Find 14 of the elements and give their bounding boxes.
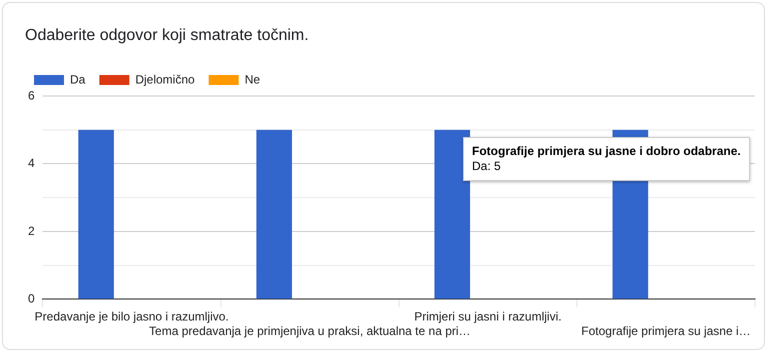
x-tick-label: Primjeri su jasni i razumljivi. — [414, 310, 562, 324]
annotation: Da: 5 — [472, 159, 502, 174]
x-tick-label: Tema predavanja je primjenjiva u praksi, aktualna te na pri… — [149, 324, 471, 338]
legend-label: Djelomično — [135, 72, 196, 86]
y-tick-label: 2 — [28, 224, 35, 238]
legend-label: Da — [70, 72, 86, 86]
x-tick-label: Fotografije primjera su jasne i… — [581, 324, 751, 338]
y-tick-label: 4 — [28, 156, 35, 170]
legend-label: Ne — [244, 72, 260, 86]
x-tick-label: Predavanje je bilo jasno i razumljivo. — [34, 310, 229, 324]
y-tick-label: 0 — [28, 292, 35, 306]
chart-title: Odaberite odgovor koji smatrate točnim. — [25, 27, 309, 45]
y-tick-label: 6 — [28, 88, 35, 102]
annotation: Fotografije primjera su jasne i dobro odabrane. — [472, 144, 741, 158]
